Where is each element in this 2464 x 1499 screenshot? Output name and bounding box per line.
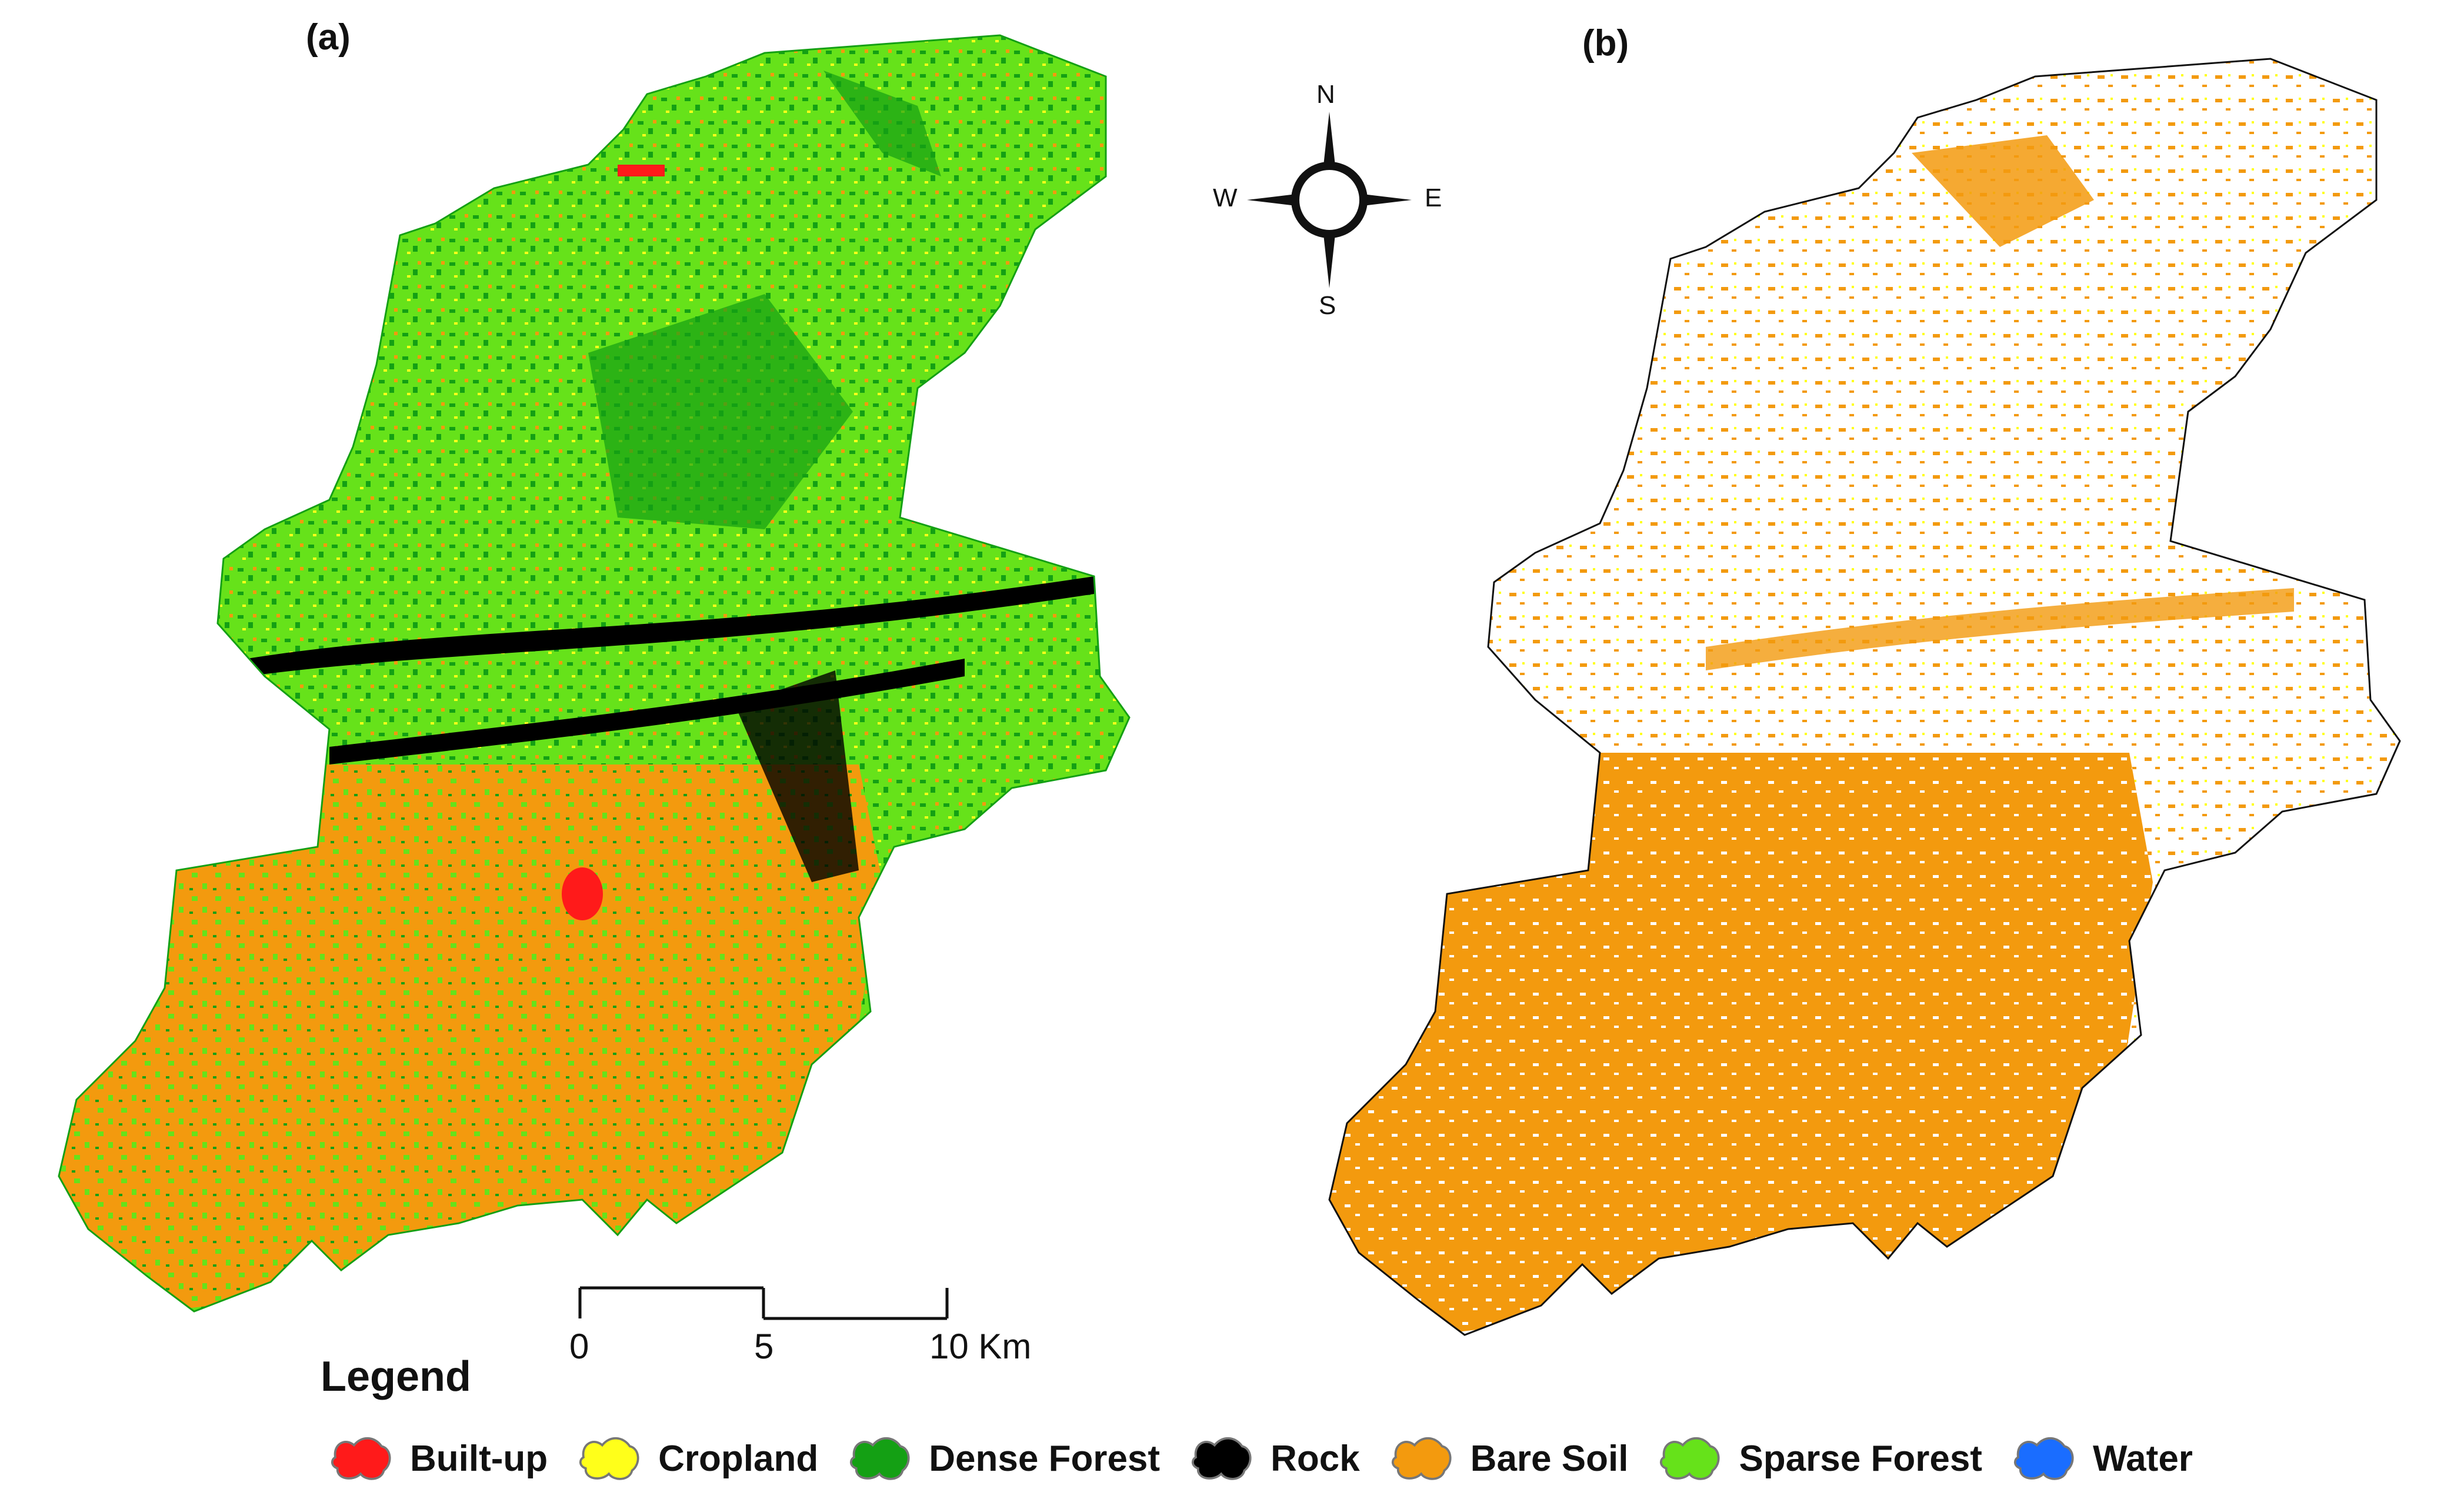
legend: Built-up Cropland Dense Forest Rock Bare Soi… bbox=[326, 1423, 2220, 1494]
built-up-patch-north bbox=[618, 165, 665, 176]
legend-swatch bbox=[579, 1437, 639, 1480]
map-a-landcover bbox=[59, 35, 1129, 1311]
scale-tick-0: 0 bbox=[569, 1327, 589, 1366]
north-arrow: N S W E bbox=[1206, 76, 1453, 323]
compass-icon bbox=[1247, 112, 1412, 288]
legend-label: Water bbox=[2092, 1438, 2193, 1479]
rock-band-1 bbox=[247, 576, 1094, 676]
legend-item: Water bbox=[2009, 1432, 2193, 1485]
legend-item: Dense Forest bbox=[845, 1432, 1160, 1485]
legend-item: Cropland bbox=[575, 1432, 818, 1485]
legend-label: Cropland bbox=[658, 1438, 819, 1479]
compass-south: S bbox=[1319, 291, 1336, 320]
legend-item: Built-up bbox=[326, 1432, 548, 1485]
legend-swatch bbox=[331, 1437, 391, 1480]
legend-swatch bbox=[1192, 1437, 1252, 1480]
panel-b-label: (b) bbox=[1582, 23, 1629, 64]
bare-soil-area-south bbox=[59, 764, 882, 1311]
rock-patch bbox=[735, 670, 859, 882]
compass-north: N bbox=[1316, 80, 1335, 109]
legend-label: Sparse Forest bbox=[1739, 1438, 1982, 1479]
legend-label: Built-up bbox=[410, 1438, 548, 1479]
compass-east: E bbox=[1425, 183, 1442, 212]
legend-swatch bbox=[1391, 1437, 1452, 1480]
scale-tick-10: 10 Km bbox=[929, 1327, 1032, 1366]
legend-title: Legend bbox=[321, 1353, 472, 1400]
scale-tick-5: 5 bbox=[754, 1327, 774, 1366]
scale-bar bbox=[578, 1286, 949, 1320]
legend-label: Dense Forest bbox=[929, 1438, 1161, 1479]
legend-label: Bare Soil bbox=[1470, 1438, 1629, 1479]
dense-forest-area bbox=[588, 294, 853, 529]
rock-band-2 bbox=[329, 659, 965, 764]
legend-swatch bbox=[2013, 1437, 2074, 1480]
legend-label: Rock bbox=[1271, 1438, 1360, 1479]
legend-swatch bbox=[850, 1437, 910, 1480]
legend-item: Sparse Forest bbox=[1655, 1432, 1982, 1485]
compass-west: W bbox=[1213, 183, 1238, 212]
panel-a-label: (a) bbox=[306, 17, 351, 58]
built-up-patch bbox=[562, 867, 603, 920]
legend-swatch bbox=[1660, 1437, 1720, 1480]
legend-item: Rock bbox=[1187, 1432, 1360, 1485]
legend-item: Bare Soil bbox=[1387, 1432, 1629, 1485]
bare-soil-region-south bbox=[1329, 753, 2153, 1335]
